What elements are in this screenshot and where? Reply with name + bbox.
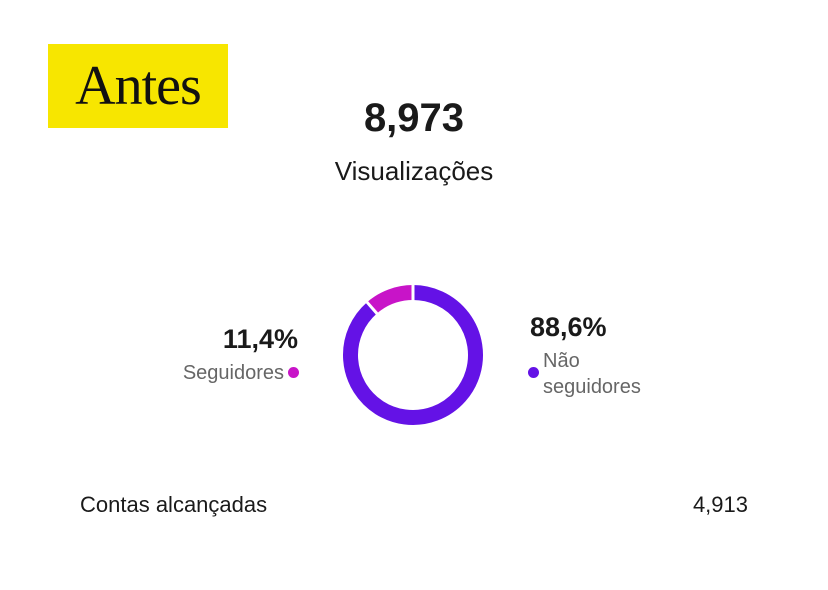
donut-segment [343,285,483,425]
donut [343,283,483,425]
legend-dot [288,367,299,378]
value-label: 88,6% [530,312,607,342]
views-value: 8,973 [363,96,465,140]
badge: Antes [48,44,228,128]
segment-gap [364,300,380,316]
donut-segment [367,285,414,314]
legend-label: Seguidores [182,362,284,384]
reach-value: 4,913 [692,492,748,517]
reach-label: Contas alcançadas [80,492,268,517]
badge-text: Antes [75,55,202,117]
views-label: Visualizações [334,156,494,186]
legend-label: Não seguidores [543,350,641,398]
value-label: 11,4% [222,324,298,354]
legend-dot [528,367,539,378]
